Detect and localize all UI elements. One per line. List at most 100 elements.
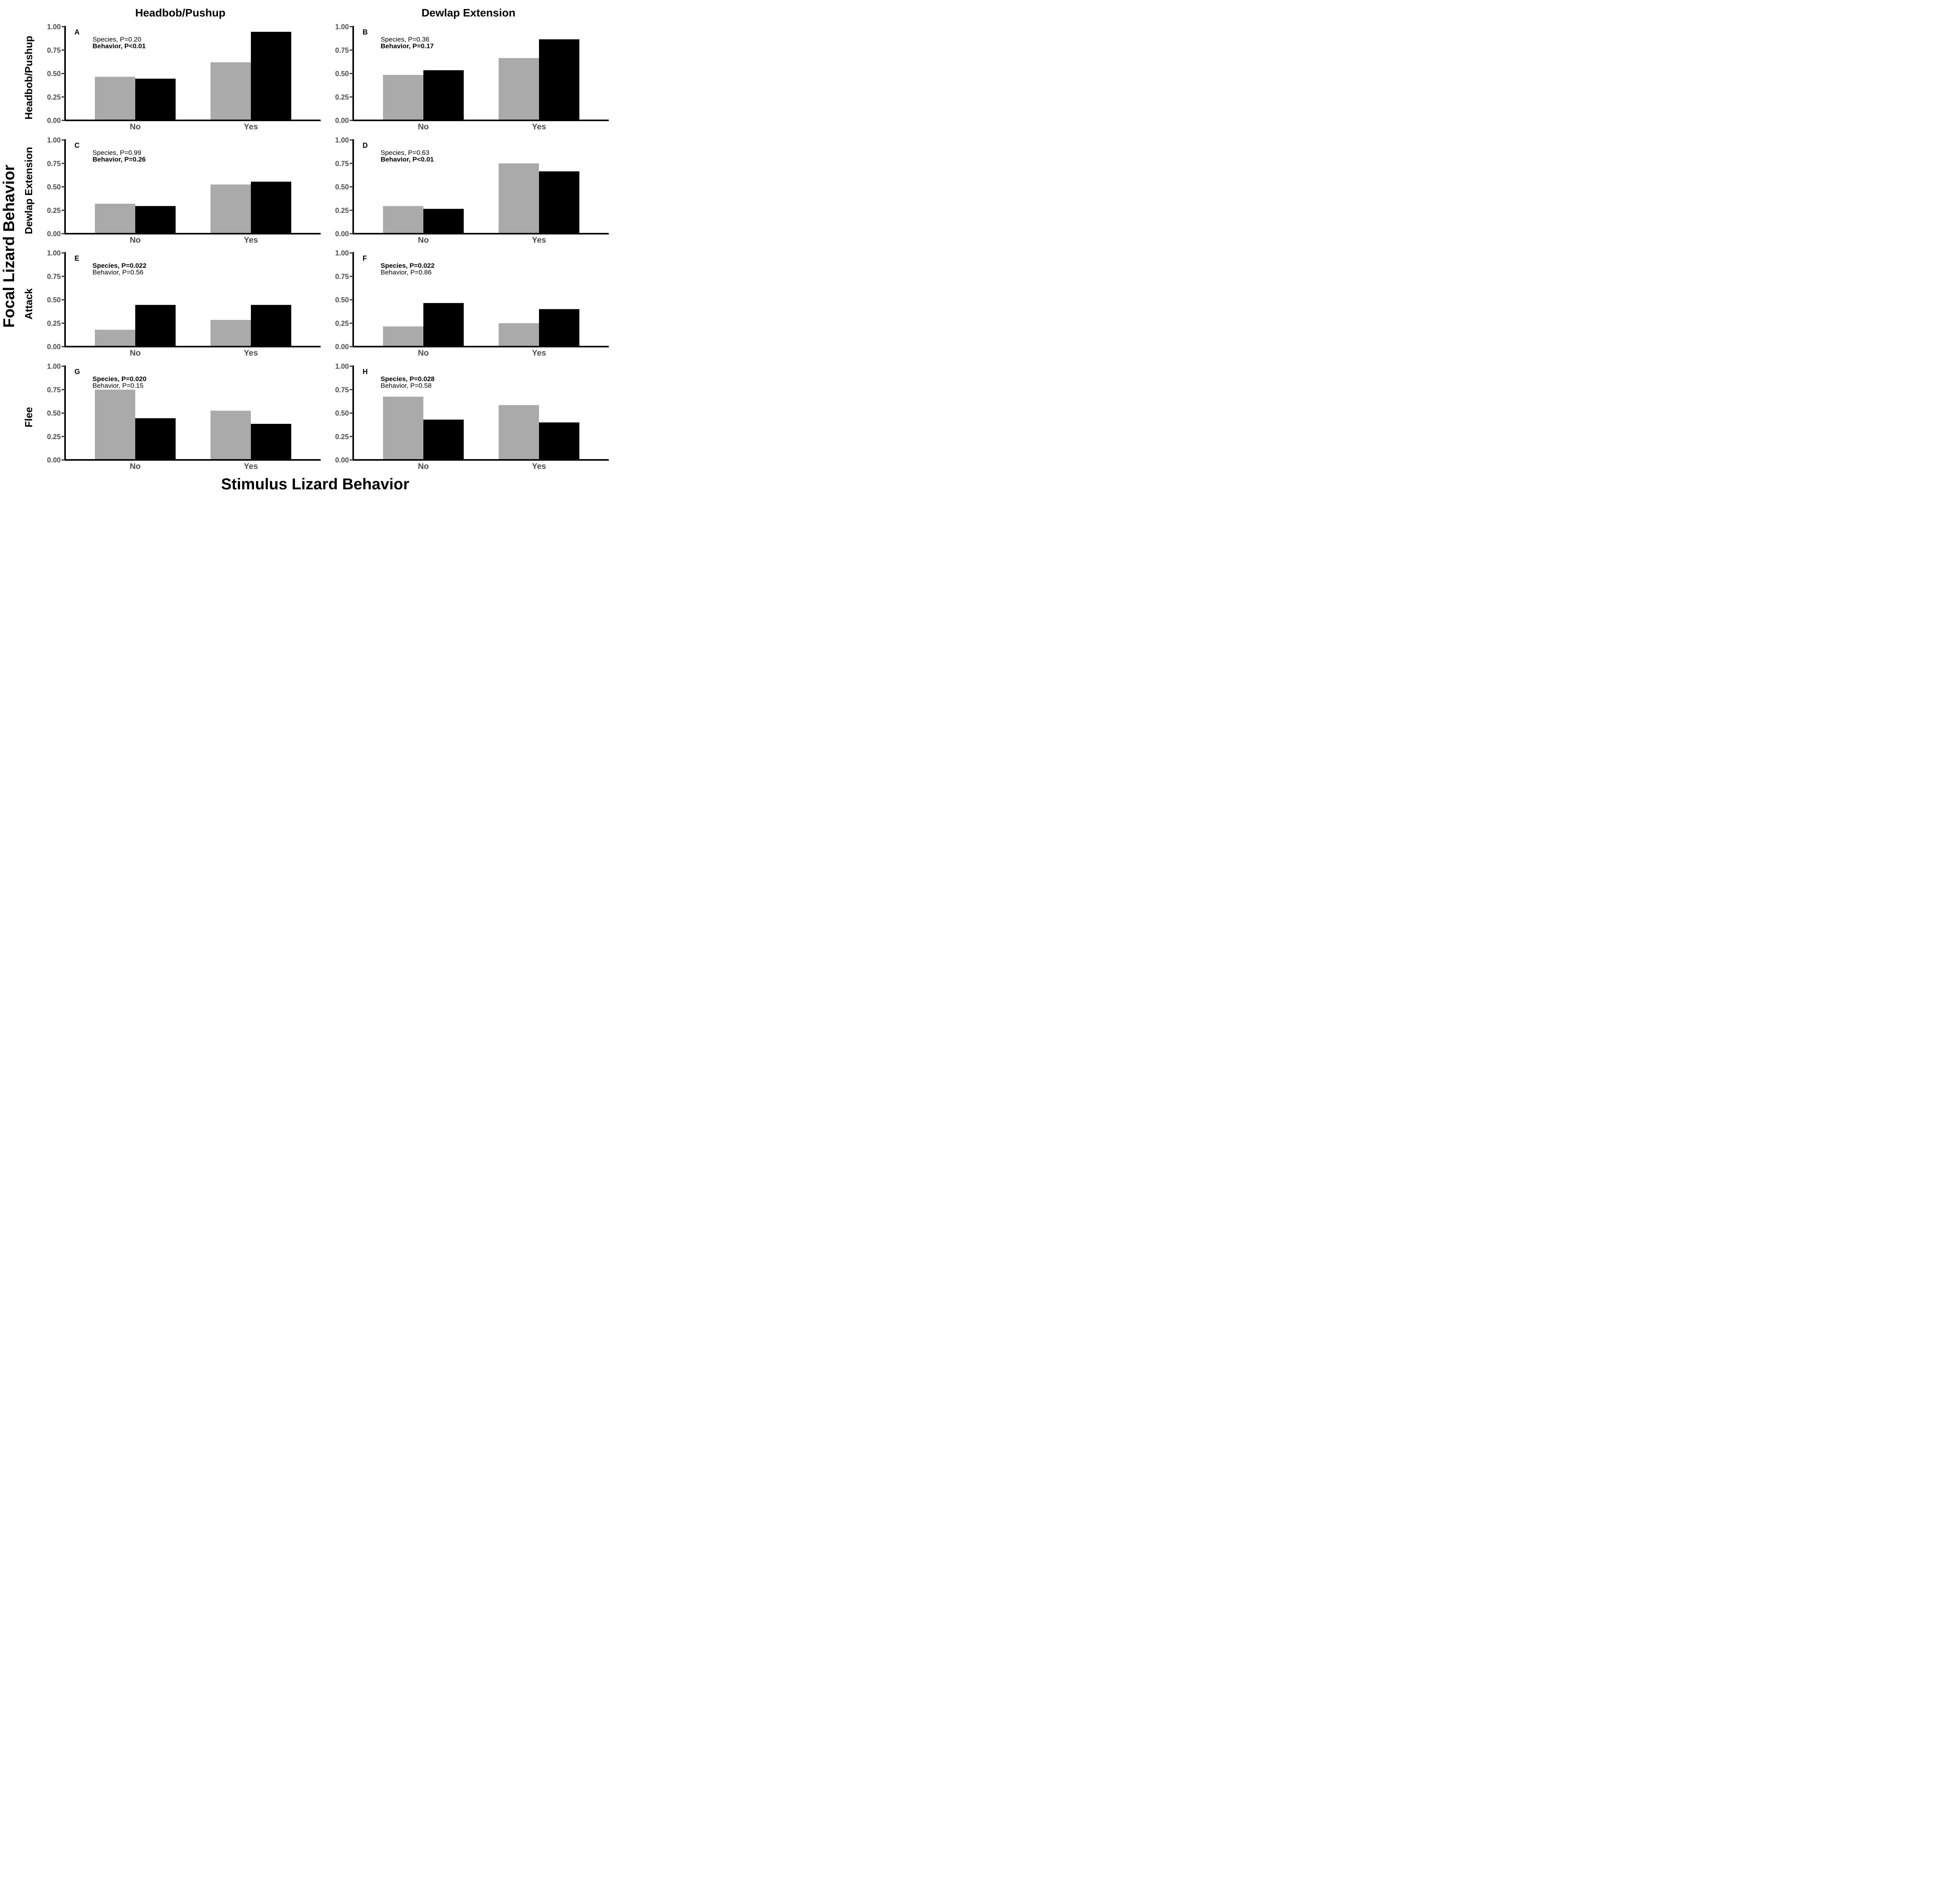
y-tick-label-a: 0.75 xyxy=(47,46,61,54)
chart-panel-h: 0.00 0.25 0.50 0.75 1.00 No Yes H Species, P=0.0… xyxy=(335,363,609,471)
y-tick-label-c: 0.25 xyxy=(47,207,61,214)
chart-panels: 0.00 0.25 0.50 0.75 1.00 No Yes A Species, P=0.2… xyxy=(47,23,609,471)
bar-c-no-black xyxy=(135,206,176,234)
y-tick-label-g: 1.00 xyxy=(47,363,61,371)
bar-h-no-black xyxy=(423,420,464,460)
chart-panel-a: 0.00 0.25 0.50 0.75 1.00 No Yes A Species, P=0.2… xyxy=(47,23,321,131)
annotation-g-2: Behavior, P=0.15 xyxy=(93,382,143,389)
bar-c-no-gray xyxy=(95,203,135,234)
row-title-1: Headbob/Pushup xyxy=(23,36,34,120)
row-title-4: Flee xyxy=(23,407,34,427)
x-tick-label-e: Yes xyxy=(244,349,258,358)
y-tick-label-g: 0.75 xyxy=(47,386,61,394)
x-tick-label-f: Yes xyxy=(532,349,546,358)
x-tick-label-h: No xyxy=(418,462,429,471)
bar-h-no-gray xyxy=(383,396,423,460)
x-tick-label-h: Yes xyxy=(532,462,546,471)
bar-f-no-black xyxy=(423,303,464,347)
y-tick-label-c: 0.50 xyxy=(47,183,61,191)
y-tick-label-e: 0.75 xyxy=(47,272,61,280)
bar-c-yes-gray xyxy=(211,184,251,234)
annotation-e-1: Species, P=0.022 xyxy=(93,262,147,269)
y-tick-label-h: 0.50 xyxy=(335,409,349,417)
chart-panel-b: 0.00 0.25 0.50 0.75 1.00 No Yes B Species, P=0.3… xyxy=(335,23,609,131)
bar-b-yes-gray xyxy=(499,58,539,120)
chart-panel-c: 0.00 0.25 0.50 0.75 1.00 No Yes C Species, P=0.9… xyxy=(47,136,321,245)
annotation-d-2: Behavior, P<0.01 xyxy=(381,156,434,163)
bar-h-yes-black xyxy=(539,422,579,460)
annotation-g-1: Species, P=0.020 xyxy=(93,375,147,383)
annotation-a-1: Species, P=0.20 xyxy=(93,36,141,43)
panel-letter-g: G xyxy=(74,368,80,376)
y-tick-label-g: 0.00 xyxy=(47,456,61,464)
y-tick-label-a: 0.25 xyxy=(47,93,61,101)
bar-e-yes-black xyxy=(251,305,291,347)
bar-f-no-gray xyxy=(383,326,423,347)
bar-e-no-black xyxy=(135,305,176,347)
y-tick-label-b: 0.50 xyxy=(335,70,349,78)
annotation-d-1: Species, P=0.63 xyxy=(381,149,429,156)
column-title-1: Headbob/Pushup xyxy=(135,7,225,19)
y-tick-label-e: 1.00 xyxy=(47,249,61,257)
y-tick-label-d: 0.75 xyxy=(335,160,349,167)
y-tick-label-a: 0.50 xyxy=(47,70,61,78)
bar-h-yes-gray xyxy=(499,405,539,460)
bar-c-yes-black xyxy=(251,182,291,234)
y-tick-label-c: 0.75 xyxy=(47,160,61,167)
y-tick-label-e: 0.50 xyxy=(47,296,61,304)
y-tick-label-d: 0.25 xyxy=(335,207,349,214)
y-tick-label-c: 0.00 xyxy=(47,230,61,238)
x-tick-label-g: No xyxy=(130,462,141,471)
y-tick-label-f: 0.25 xyxy=(335,320,349,327)
bar-g-yes-black xyxy=(251,423,291,460)
annotation-b-1: Species, P=0.36 xyxy=(381,36,429,43)
panel-letter-a: A xyxy=(74,28,80,36)
y-axis-title: Focal Lizard Behavior xyxy=(0,165,18,328)
y-tick-label-f: 0.00 xyxy=(335,343,349,351)
chart-panel-d: 0.00 0.25 0.50 0.75 1.00 No Yes D Species, P=0.6… xyxy=(335,136,609,245)
y-tick-label-e: 0.00 xyxy=(47,343,61,351)
y-tick-label-f: 0.75 xyxy=(335,272,349,280)
x-tick-label-g: Yes xyxy=(244,462,258,471)
column-title-2: Dewlap Extension xyxy=(421,7,515,19)
x-tick-label-a: No xyxy=(130,122,141,131)
bar-g-no-gray xyxy=(95,389,135,460)
x-tick-label-a: Yes xyxy=(244,122,258,131)
x-tick-label-d: Yes xyxy=(532,236,546,245)
annotation-f-1: Species, P=0.022 xyxy=(381,262,435,269)
y-tick-label-a: 0.00 xyxy=(47,117,61,125)
y-tick-label-f: 0.50 xyxy=(335,296,349,304)
bar-e-yes-gray xyxy=(211,320,251,347)
y-tick-label-d: 0.00 xyxy=(335,230,349,238)
annotation-h-2: Behavior, P=0.58 xyxy=(381,382,432,389)
annotation-b-2: Behavior, P=0.17 xyxy=(381,42,434,50)
chart-panel-g: 0.00 0.25 0.50 0.75 1.00 No Yes G Species, P=0.0… xyxy=(47,363,321,471)
bar-d-no-gray xyxy=(383,206,423,234)
bar-f-yes-black xyxy=(539,309,579,347)
bar-d-yes-black xyxy=(539,171,579,234)
y-tick-label-f: 1.00 xyxy=(335,249,349,257)
x-tick-label-e: No xyxy=(130,349,141,358)
y-tick-label-h: 0.25 xyxy=(335,433,349,441)
bar-f-yes-gray xyxy=(499,323,539,347)
bar-g-yes-gray xyxy=(211,411,251,460)
bar-d-no-black xyxy=(423,209,464,234)
x-tick-label-b: Yes xyxy=(532,122,546,131)
x-tick-label-f: No xyxy=(418,349,429,358)
y-tick-label-b: 1.00 xyxy=(335,23,349,31)
bar-b-yes-black xyxy=(539,39,579,120)
bar-e-no-gray xyxy=(95,329,135,347)
bar-a-yes-gray xyxy=(211,62,251,120)
bar-a-no-gray xyxy=(95,76,135,120)
y-tick-label-h: 0.00 xyxy=(335,456,349,464)
y-tick-label-h: 1.00 xyxy=(335,363,349,371)
row-title-2: Dewlap Extension xyxy=(23,147,34,234)
y-tick-label-d: 1.00 xyxy=(335,136,349,144)
x-tick-label-c: No xyxy=(130,236,141,245)
panel-letter-h: H xyxy=(363,368,368,376)
row-title-3: Attack xyxy=(23,288,34,320)
x-tick-label-b: No xyxy=(418,122,429,131)
bar-g-no-black xyxy=(135,418,176,460)
bar-a-no-black xyxy=(135,78,176,120)
annotation-h-1: Species, P=0.028 xyxy=(381,375,435,383)
